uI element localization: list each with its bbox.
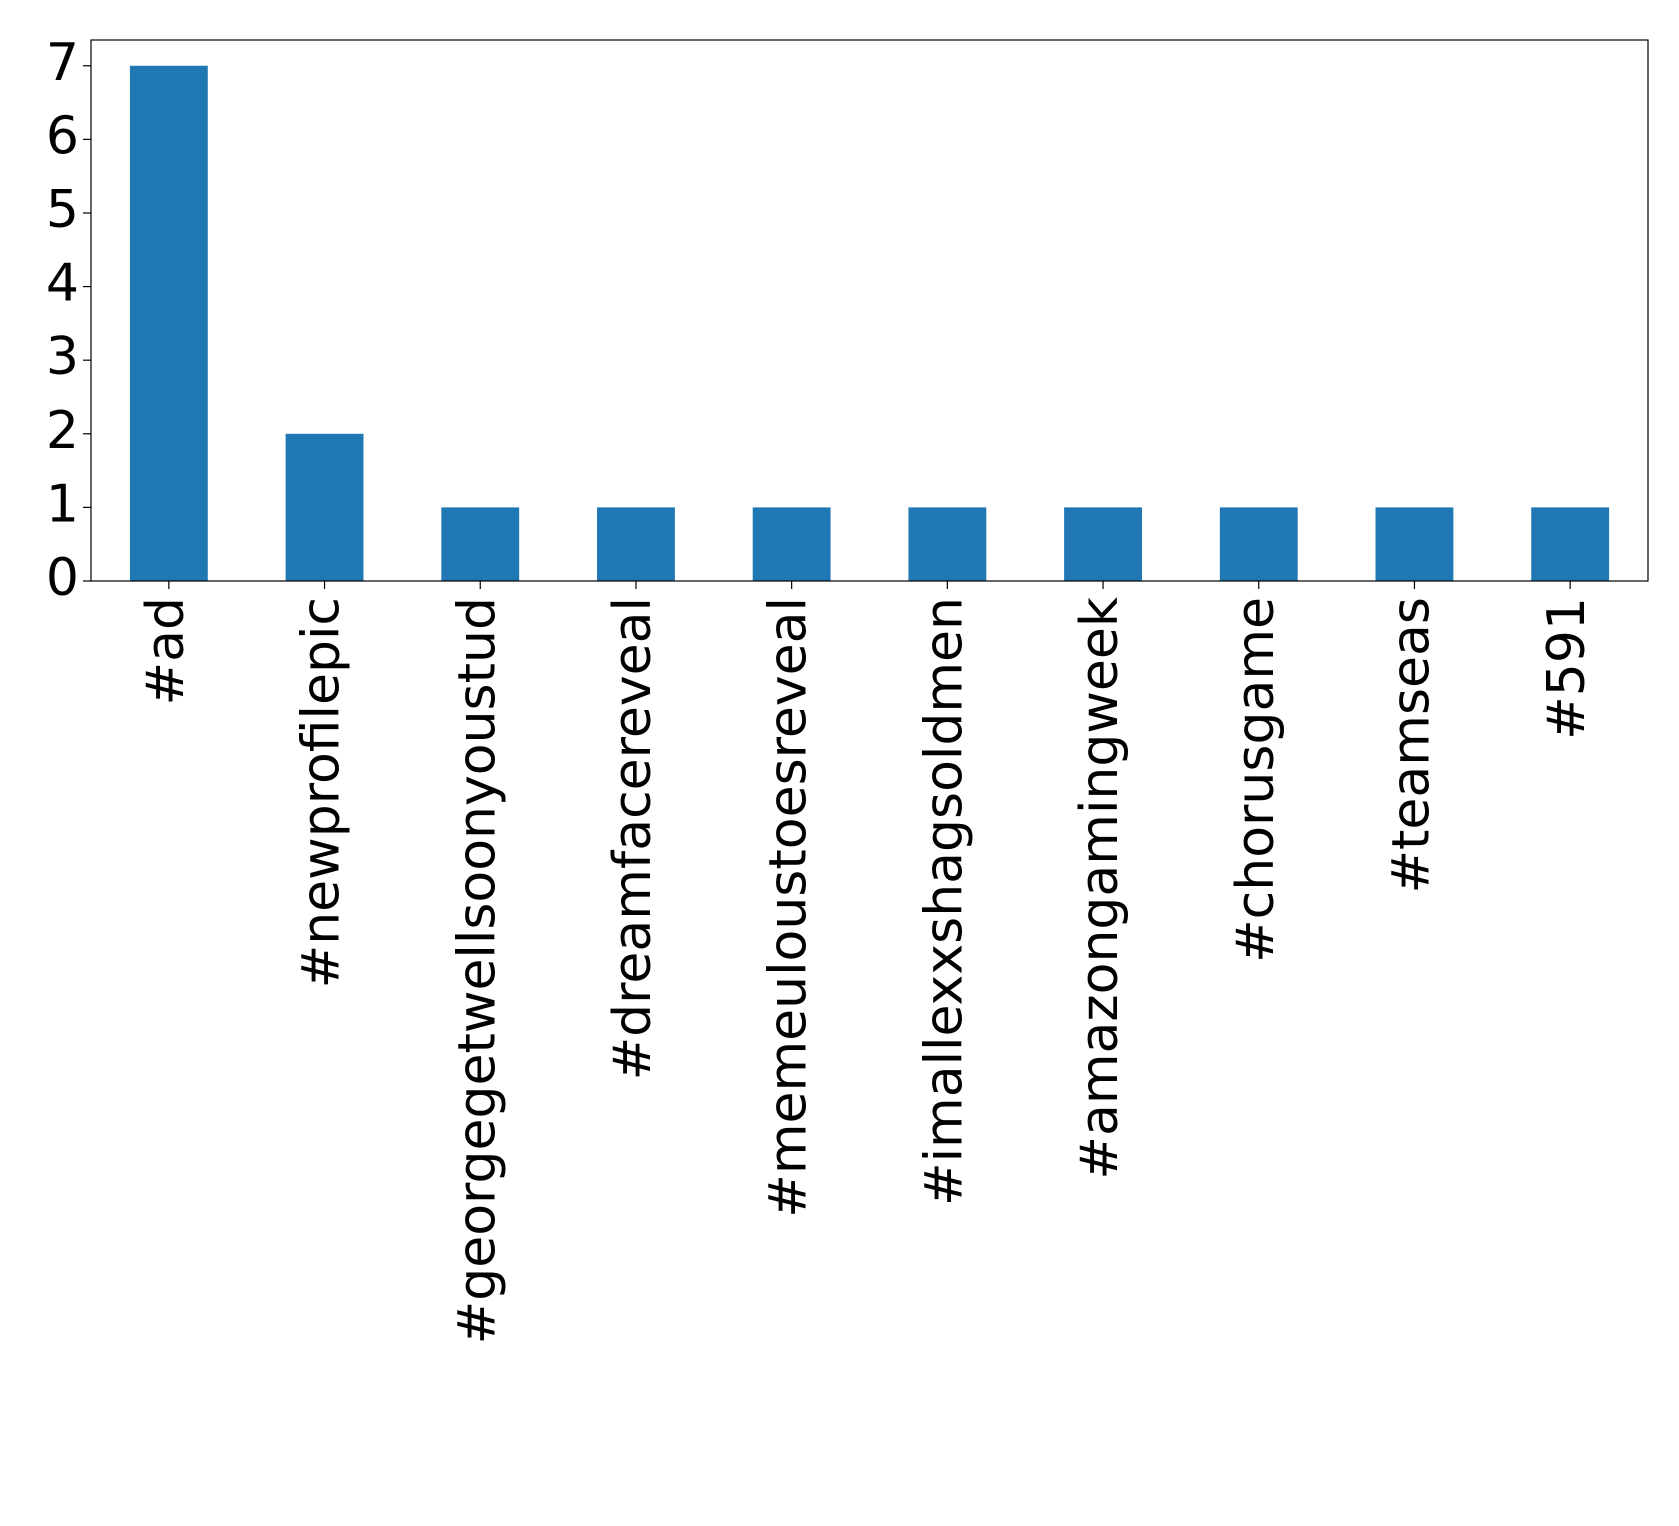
bar [1531, 507, 1610, 581]
y-tick-label: 7 [46, 33, 79, 93]
bar [752, 507, 831, 581]
bar [597, 507, 675, 581]
bar [1219, 507, 1298, 581]
x-tick-label: #georgegetwellsoonyoustud [447, 597, 507, 1344]
x-tick-label: #teamseas [1381, 597, 1441, 894]
x-tick-label: #591 [1537, 597, 1597, 740]
bar [908, 507, 987, 581]
x-tick-label: #memeuloustoesreveal [759, 597, 819, 1218]
bar [441, 507, 520, 581]
x-tick-label: #newprofilepic [292, 597, 352, 988]
plot-frame [90, 39, 1649, 582]
bar [129, 65, 208, 581]
bar [1375, 507, 1454, 581]
bar [1064, 507, 1142, 581]
y-tick-label: 2 [46, 401, 79, 461]
x-tick-label: #amazongamingweek [1070, 597, 1130, 1180]
y-tick-label: 4 [46, 254, 79, 314]
y-tick-label: 6 [46, 106, 79, 166]
y-tick-label: 0 [46, 548, 79, 608]
x-tick-label: #chorusgame [1226, 597, 1286, 963]
y-tick-label: 3 [46, 327, 79, 387]
bar [285, 433, 364, 581]
x-tick-label: #dreamfacereveal [603, 597, 663, 1080]
x-tick-label: #imallexxshagsoldmen [914, 597, 974, 1206]
x-tick-label: #ad [136, 597, 196, 705]
y-tick-label: 1 [46, 474, 79, 534]
y-tick-label: 5 [46, 180, 79, 240]
